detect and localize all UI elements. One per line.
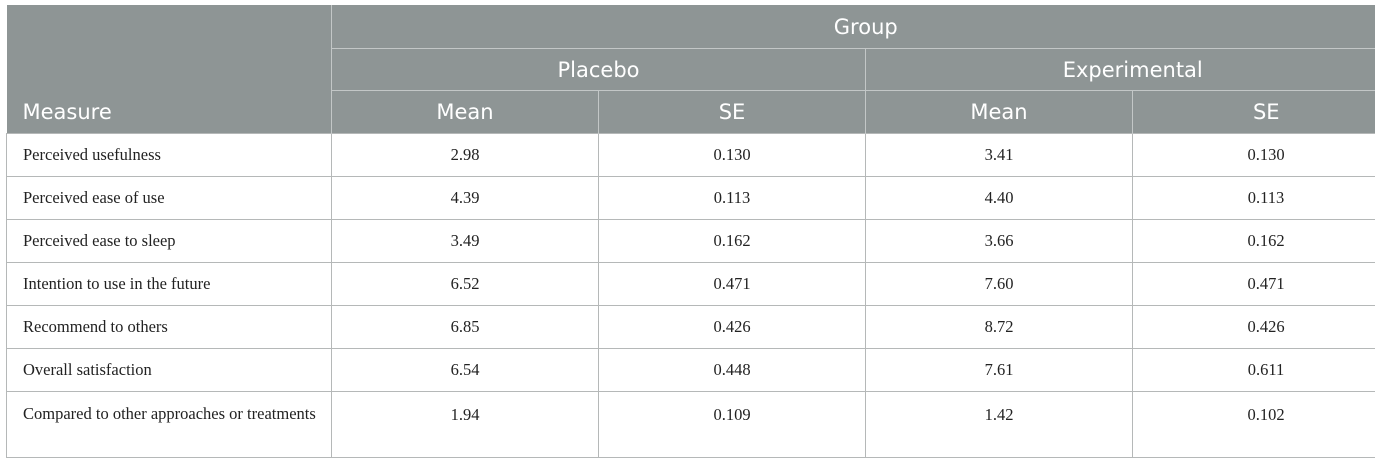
placebo-group-header: Placebo bbox=[331, 49, 866, 91]
placebo-se-cell: 0.162 bbox=[598, 219, 866, 263]
experimental-se-cell: 0.130 bbox=[1132, 133, 1375, 177]
placebo-mean-cell: 6.54 bbox=[331, 348, 599, 392]
experimental-se-cell: 0.426 bbox=[1132, 305, 1375, 349]
experimental-se-cell: 0.102 bbox=[1132, 391, 1375, 458]
placebo-mean-cell: 4.39 bbox=[331, 176, 599, 220]
experimental-mean-cell: 7.60 bbox=[865, 262, 1133, 306]
experimental-mean-cell: 1.42 bbox=[865, 391, 1133, 458]
placebo-mean-cell: 1.94 bbox=[331, 391, 599, 458]
table-header: Measure Group Placebo Experimental Mean … bbox=[6, 5, 1375, 134]
group-header: Group bbox=[331, 5, 1375, 49]
table-row: Compared to other approaches or treatmen… bbox=[6, 391, 1375, 458]
experimental-mean-cell: 4.40 bbox=[865, 176, 1133, 220]
table-row: Recommend to others 6.85 0.426 8.72 0.42… bbox=[6, 305, 1375, 349]
experimental-se-cell: 0.162 bbox=[1132, 219, 1375, 263]
results-table: Measure Group Placebo Experimental Mean … bbox=[6, 5, 1375, 458]
table-row: Perceived usefulness 2.98 0.130 3.41 0.1… bbox=[6, 133, 1375, 177]
measure-cell: Perceived ease of use bbox=[6, 176, 332, 220]
placebo-mean-cell: 6.85 bbox=[331, 305, 599, 349]
placebo-mean-cell: 3.49 bbox=[331, 219, 599, 263]
table-body: Perceived usefulness 2.98 0.130 3.41 0.1… bbox=[6, 133, 1375, 458]
measure-cell: Perceived ease to sleep bbox=[6, 219, 332, 263]
experimental-group-header: Experimental bbox=[865, 49, 1375, 91]
measure-cell: Compared to other approaches or treatmen… bbox=[6, 391, 332, 458]
placebo-se-cell: 0.448 bbox=[598, 348, 866, 392]
experimental-mean-header: Mean bbox=[865, 91, 1133, 134]
results-table-container: Measure Group Placebo Experimental Mean … bbox=[6, 5, 1375, 458]
experimental-se-cell: 0.471 bbox=[1132, 262, 1375, 306]
experimental-se-cell: 0.611 bbox=[1132, 348, 1375, 392]
placebo-se-cell: 0.113 bbox=[598, 176, 866, 220]
table-row: Perceived ease of use 4.39 0.113 4.40 0.… bbox=[6, 176, 1375, 220]
experimental-mean-cell: 3.41 bbox=[865, 133, 1133, 177]
placebo-se-cell: 0.109 bbox=[598, 391, 866, 458]
placebo-mean-cell: 2.98 bbox=[331, 133, 599, 177]
placebo-se-cell: 0.130 bbox=[598, 133, 866, 177]
measure-cell: Intention to use in the future bbox=[6, 262, 332, 306]
experimental-mean-cell: 8.72 bbox=[865, 305, 1133, 349]
placebo-se-cell: 0.426 bbox=[598, 305, 866, 349]
measure-cell: Overall satisfaction bbox=[6, 348, 332, 392]
table-row: Perceived ease to sleep 3.49 0.162 3.66 … bbox=[6, 219, 1375, 263]
table-row: Overall satisfaction 6.54 0.448 7.61 0.6… bbox=[6, 348, 1375, 392]
placebo-se-header: SE bbox=[598, 91, 866, 134]
experimental-mean-cell: 3.66 bbox=[865, 219, 1133, 263]
experimental-se-header: SE bbox=[1132, 91, 1375, 134]
experimental-mean-cell: 7.61 bbox=[865, 348, 1133, 392]
placebo-se-cell: 0.471 bbox=[598, 262, 866, 306]
measure-column-header: Measure bbox=[6, 5, 332, 134]
placebo-mean-header: Mean bbox=[331, 91, 599, 134]
table-row: Intention to use in the future 6.52 0.47… bbox=[6, 262, 1375, 306]
measure-cell: Recommend to others bbox=[6, 305, 332, 349]
measure-cell: Perceived usefulness bbox=[6, 133, 332, 177]
placebo-mean-cell: 6.52 bbox=[331, 262, 599, 306]
experimental-se-cell: 0.113 bbox=[1132, 176, 1375, 220]
